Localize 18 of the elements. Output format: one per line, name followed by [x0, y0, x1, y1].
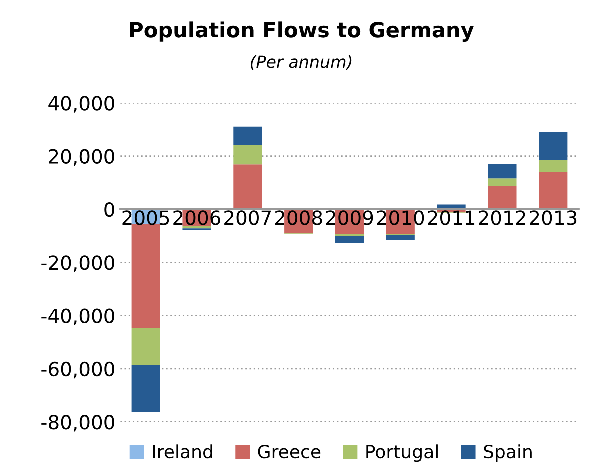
chart-title: Population Flows to Germany — [130, 22, 474, 42]
y-tick-label: -60,000 — [42, 362, 114, 379]
y-tick-label: -40,000 — [42, 308, 114, 326]
chart-subtitle: (Per annum) — [250, 55, 352, 70]
y-tick-label: 20,000 — [49, 149, 114, 166]
legend-label: Spain — [484, 444, 532, 462]
legend-label: Greece — [258, 444, 321, 459]
x-tick-label: 2007 — [224, 210, 271, 226]
y-tick-label: 0 — [104, 202, 114, 218]
y-tick-label: -20,000 — [42, 256, 114, 272]
x-tick-label: 2013 — [530, 210, 577, 226]
y-tick-label: -80,000 — [42, 415, 114, 432]
legend-label: Ireland — [153, 444, 212, 459]
x-tick-label: 2005 — [122, 210, 170, 226]
x-tick-label: 2011 — [428, 210, 475, 226]
x-tick-label: 2012 — [479, 210, 526, 226]
legend-label: Portugal — [366, 444, 438, 462]
y-tick-label: 40,000 — [48, 96, 114, 113]
